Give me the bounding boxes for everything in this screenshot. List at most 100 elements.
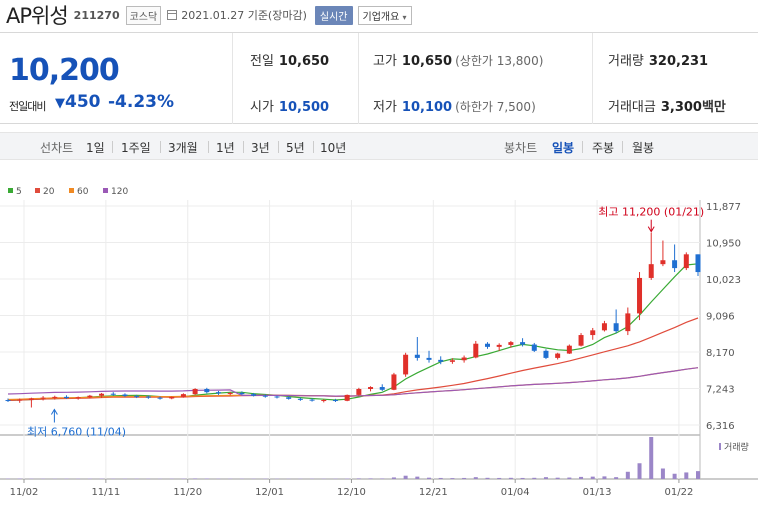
company-overview-label: 기업개요 xyxy=(362,11,400,23)
metric-low: 저가 10,100 (하한가 7,500) xyxy=(373,96,536,115)
candle-body xyxy=(356,389,362,395)
stock-header: AP위성 211270 코스닥 2021.01.27 기준(장마감) 실시간 기… xyxy=(0,0,758,30)
current-price-box: 10,200 전일대비 ▼450 -4.23% xyxy=(0,33,233,124)
period-1d[interactable]: 1일 xyxy=(86,141,105,155)
change-amount: ▼450 xyxy=(55,92,101,112)
legend-swatch xyxy=(35,188,40,193)
volume-bar xyxy=(543,477,548,479)
volume-bars: 거래량 xyxy=(6,437,749,479)
candle-body xyxy=(5,400,11,402)
company-overview-dropdown[interactable]: 기업개요 ▾ xyxy=(357,5,412,25)
legend-label: 5 xyxy=(16,187,22,197)
candle-body xyxy=(110,393,116,395)
legend-label: 60 xyxy=(77,187,89,197)
candle-body xyxy=(344,394,350,401)
volume-bar xyxy=(684,472,689,479)
calendar-icon xyxy=(167,10,178,20)
candle-body xyxy=(297,398,303,400)
volume-legend-label: 거래량 xyxy=(724,441,749,453)
candle-body xyxy=(496,344,502,347)
candle-body xyxy=(426,357,432,360)
prev-value: 10,650 xyxy=(278,54,330,69)
metric-high: 고가 10,650 (상한가 13,800) xyxy=(373,50,543,69)
candle-body xyxy=(555,353,561,358)
low-annotation: 최저 6,760 (11/04) xyxy=(27,426,126,439)
date-tick-label: 12/01 xyxy=(255,487,284,498)
amount-value: 3,300 xyxy=(660,100,702,115)
candle-body xyxy=(473,343,479,358)
volume-bar xyxy=(532,477,537,479)
candle-daily[interactable]: 일봉 xyxy=(552,141,575,155)
open-label: 시가 xyxy=(250,100,274,115)
caret-down-icon: ▾ xyxy=(402,12,407,22)
candles xyxy=(5,232,701,408)
candle-body xyxy=(683,254,689,269)
period-1w[interactable]: 1주일 xyxy=(121,141,151,155)
candle-body xyxy=(438,359,444,362)
volume-bar xyxy=(204,478,209,479)
volume-bar xyxy=(520,477,525,479)
price-axis: 11,877 10,950 10,023 9,096 8,170 7,243 6,316 xyxy=(706,202,741,432)
candle-body xyxy=(122,394,128,397)
price-tick-label: 10,950 xyxy=(706,239,741,250)
market-badge: 코스닥 xyxy=(125,5,162,25)
candle-body xyxy=(52,396,58,398)
volume-bar xyxy=(193,478,198,479)
metric-amount: 거래대금 3,300백만 xyxy=(608,96,726,115)
candle-body xyxy=(239,392,245,395)
candle-body xyxy=(75,397,81,399)
date-tick-label: 12/10 xyxy=(337,487,366,498)
candle-body xyxy=(180,394,186,397)
chart-grid xyxy=(0,200,758,483)
metric-prev: 전일 10,650 xyxy=(250,50,329,69)
candle-body xyxy=(660,260,666,265)
volume-bar xyxy=(672,473,677,479)
candle-body xyxy=(625,313,631,332)
candle-weekly[interactable]: 주봉 xyxy=(592,141,615,155)
period-3y[interactable]: 3년 xyxy=(251,141,270,155)
candle-body xyxy=(227,392,233,394)
prev-label: 전일 xyxy=(250,54,274,69)
candle-body xyxy=(648,264,654,278)
date-tick-label: 11/11 xyxy=(91,487,120,498)
candle-body xyxy=(601,323,607,331)
ma-line-120 xyxy=(7,367,699,397)
candle-body xyxy=(484,343,490,347)
candle-body xyxy=(321,400,327,402)
volume-bar xyxy=(614,477,619,479)
legend-swatch xyxy=(103,188,108,193)
price-tick-label: 7,243 xyxy=(706,385,735,396)
period-5y[interactable]: 5년 xyxy=(286,141,305,155)
volume-bar xyxy=(380,478,385,479)
candle-monthly[interactable]: 월봉 xyxy=(632,141,655,155)
current-price: 10,200 xyxy=(9,53,120,88)
volume-bar xyxy=(637,463,642,479)
volume-value: 320,231 xyxy=(648,54,709,69)
period-10y[interactable]: 10년 xyxy=(320,141,347,155)
candle-body xyxy=(204,389,210,393)
volume-legend-swatch xyxy=(719,443,721,450)
candle-body xyxy=(262,395,268,397)
realtime-button[interactable]: 실시간 xyxy=(314,5,353,25)
date-tick-label: 01/22 xyxy=(665,487,694,498)
high-annotation: 최고 11,200 (01/21) xyxy=(598,206,704,219)
candle-body xyxy=(531,344,537,351)
volume-bar xyxy=(403,475,408,479)
candle-body xyxy=(169,396,175,399)
metric-volume: 거래량 320,231 xyxy=(608,50,708,69)
volume-bar xyxy=(462,477,467,479)
date-tick-label: 01/04 xyxy=(501,487,530,498)
period-3m[interactable]: 3개월 xyxy=(168,141,198,155)
high-value: 10,650 xyxy=(401,54,453,69)
candle-body xyxy=(613,323,619,332)
chart-legend: 5 20 60 120 xyxy=(8,187,128,197)
legend-label: 120 xyxy=(111,187,128,197)
candle-chart-label: 봉차트 xyxy=(504,141,538,155)
volume-bar xyxy=(602,476,607,479)
candle-body xyxy=(578,335,584,346)
candle-body xyxy=(17,399,23,401)
down-triangle-icon: ▼ xyxy=(55,96,65,111)
period-1y[interactable]: 1년 xyxy=(216,141,235,155)
price-tick-label: 10,023 xyxy=(706,275,741,286)
